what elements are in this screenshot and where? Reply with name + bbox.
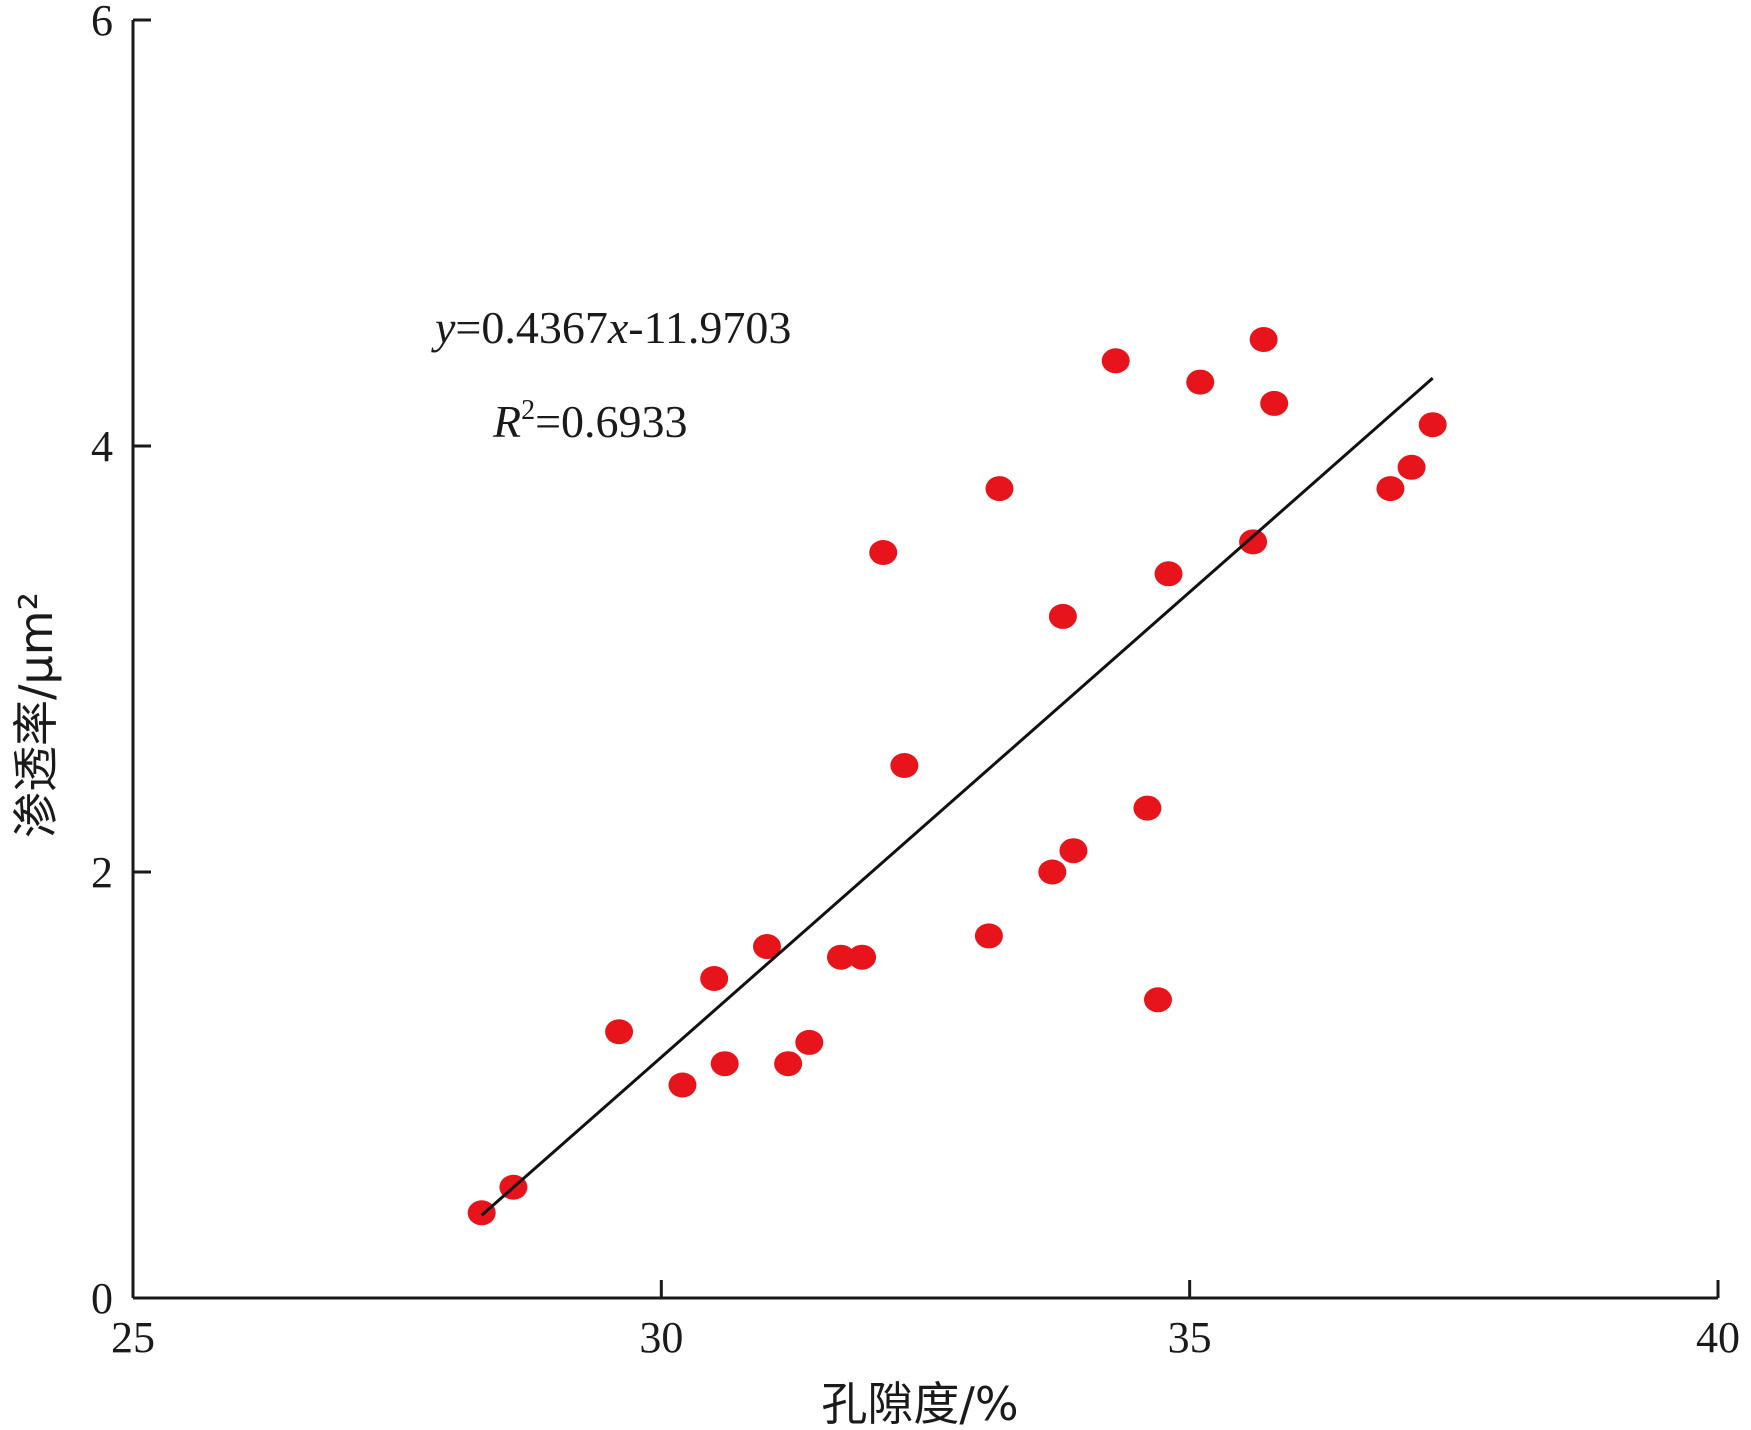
r-superscript: 2 <box>521 395 535 426</box>
y-tick-label: 6 <box>91 0 113 45</box>
data-point <box>795 1029 824 1055</box>
data-point <box>668 1072 697 1098</box>
data-point <box>985 476 1014 502</box>
data-point <box>605 1019 634 1045</box>
data-point <box>467 1200 496 1226</box>
y-axis-title: 渗透率/μm² <box>9 592 63 838</box>
data-point <box>1418 412 1447 438</box>
x-tick-label: 25 <box>111 1313 155 1362</box>
data-point <box>774 1051 803 1077</box>
data-point <box>848 944 877 970</box>
data-point <box>1038 859 1067 885</box>
data-point <box>890 753 919 778</box>
y-tick-label: 2 <box>91 848 113 897</box>
data-point <box>710 1051 739 1077</box>
data-point <box>1154 561 1183 587</box>
data-point <box>1249 327 1278 352</box>
equation-intercept: -11.9703 <box>628 302 791 353</box>
r-squared-value: =0.6933 <box>535 396 687 447</box>
data-point <box>1397 454 1426 480</box>
data-point <box>974 923 1003 949</box>
data-points <box>467 327 1447 1226</box>
data-point <box>869 540 898 565</box>
x-tick-label: 30 <box>639 1313 683 1362</box>
data-point <box>826 944 855 970</box>
y-ticks: 0 2 4 6 <box>91 0 151 1323</box>
data-point <box>753 934 781 960</box>
equation-x-symbol: x <box>607 302 629 353</box>
data-point <box>1260 390 1289 416</box>
plot-area: 25 30 35 40 0 2 4 6 <box>91 0 1740 1362</box>
data-point <box>1376 476 1405 502</box>
data-point <box>1239 529 1268 555</box>
r-squared-label: R2=0.6933 <box>492 395 688 447</box>
x-ticks: 25 30 35 40 <box>111 1280 1740 1362</box>
data-point <box>1101 348 1130 374</box>
r-symbol: R <box>492 396 521 447</box>
data-point <box>1048 603 1077 629</box>
equation-slope: =0.4367 <box>455 302 607 353</box>
y-tick-label: 0 <box>91 1274 113 1323</box>
y-tick-label: 4 <box>91 422 113 471</box>
data-point <box>1059 838 1088 864</box>
equation-y-symbol: y <box>431 302 456 353</box>
regression-equation: y=0.4367x-11.9703 <box>431 302 791 353</box>
data-point <box>1143 987 1172 1013</box>
x-axis-title: 孔隙度/% <box>821 1377 1018 1430</box>
x-tick-label: 40 <box>1696 1313 1740 1362</box>
regression-line <box>480 377 1434 1217</box>
x-tick-label: 35 <box>1168 1313 1212 1362</box>
data-point <box>700 966 729 991</box>
data-point <box>1186 369 1215 395</box>
data-point <box>1133 795 1162 821</box>
